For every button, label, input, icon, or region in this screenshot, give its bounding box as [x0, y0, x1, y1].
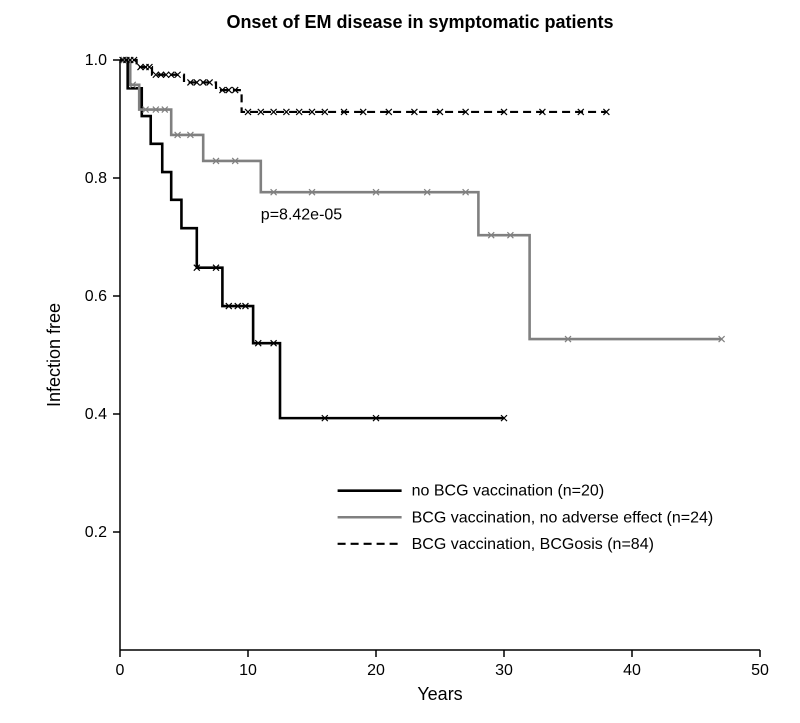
series-bcgosis — [120, 60, 606, 112]
svg-text:50: 50 — [751, 662, 769, 679]
series-bcg_ok — [120, 60, 722, 339]
svg-text:0.8: 0.8 — [85, 170, 107, 187]
series-no_bcg — [120, 60, 504, 418]
legend: no BCG vaccination (n=20) BCG vaccination… — [338, 483, 714, 553]
svg-text:30: 30 — [495, 662, 513, 679]
censor-mark — [258, 109, 264, 115]
series-group — [120, 60, 722, 418]
chart-title: Onset of EM disease in symptomatic patie… — [226, 12, 613, 32]
svg-text:10: 10 — [239, 662, 257, 679]
x-axis: 0 10 20 30 40 50 — [116, 650, 769, 679]
censor-mark — [296, 109, 302, 115]
legend-label: BCG vaccination, no adverse effect (n=24… — [412, 509, 714, 526]
km-chart: Onset of EM disease in symptomatic patie… — [0, 0, 800, 723]
svg-text:0.4: 0.4 — [85, 406, 107, 423]
p-value: p=8.42e-05 — [261, 206, 343, 223]
svg-text:20: 20 — [367, 662, 385, 679]
y-axis-label: Infection free — [44, 303, 64, 407]
svg-text:0.2: 0.2 — [85, 524, 107, 541]
legend-label: no BCG vaccination (n=20) — [412, 483, 605, 500]
x-axis-label: Years — [417, 684, 462, 704]
svg-text:0.6: 0.6 — [85, 288, 107, 305]
svg-text:40: 40 — [623, 662, 641, 679]
censor-mark — [271, 109, 277, 115]
y-axis: 0.2 0.4 0.6 0.8 1.0 — [85, 52, 120, 650]
censor-mark — [283, 109, 289, 115]
svg-text:0: 0 — [116, 662, 125, 679]
legend-label: BCG vaccination, BCGosis (n=84) — [412, 536, 654, 553]
svg-text:1.0: 1.0 — [85, 52, 107, 69]
